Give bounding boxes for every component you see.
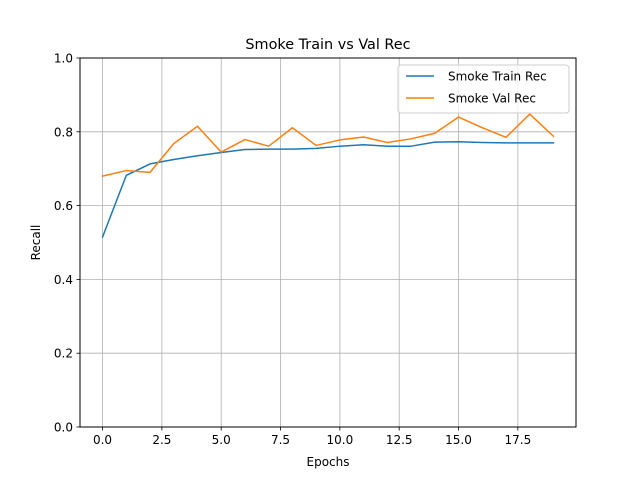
y-tick-label: 0.0 <box>54 421 73 435</box>
x-tick-label: 2.5 <box>152 433 171 447</box>
y-tick-label: 0.6 <box>54 199 73 213</box>
legend-label-0: Smoke Train Rec <box>448 70 547 84</box>
plot-frame <box>79 57 577 428</box>
x-tick-label: 0.0 <box>93 433 112 447</box>
y-axis-label: Recall <box>29 225 43 261</box>
x-tick-label: 12.5 <box>386 433 413 447</box>
x-tick-label: 7.5 <box>271 433 290 447</box>
ticks: 0.0 2.5 5.0 7.5 10.0 12.5 15.0 17.5 0.0 0.2 0.4 0.6… <box>54 52 531 448</box>
series-line-1 <box>101 113 555 177</box>
x-tick-label: 5.0 <box>212 433 231 447</box>
x-tick-label: 15.0 <box>445 433 472 447</box>
y-tick-label: 0.8 <box>54 125 73 139</box>
y-tick-label: 1.0 <box>54 52 73 66</box>
x-tick-label: 17.5 <box>504 433 531 447</box>
series-lines <box>101 113 555 238</box>
series-line-0 <box>101 141 555 238</box>
chart-title: Smoke Train vs Val Rec <box>245 37 410 53</box>
legend-box <box>397 64 570 114</box>
legend-label-1: Smoke Val Rec <box>448 92 536 106</box>
y-tick-label: 0.2 <box>54 347 73 361</box>
legend: Smoke Train Rec Smoke Val Rec <box>397 64 570 114</box>
y-tick-label: 0.4 <box>54 273 73 287</box>
x-tick-label: 10.0 <box>327 433 354 447</box>
x-axis-label: Epochs <box>307 455 350 469</box>
